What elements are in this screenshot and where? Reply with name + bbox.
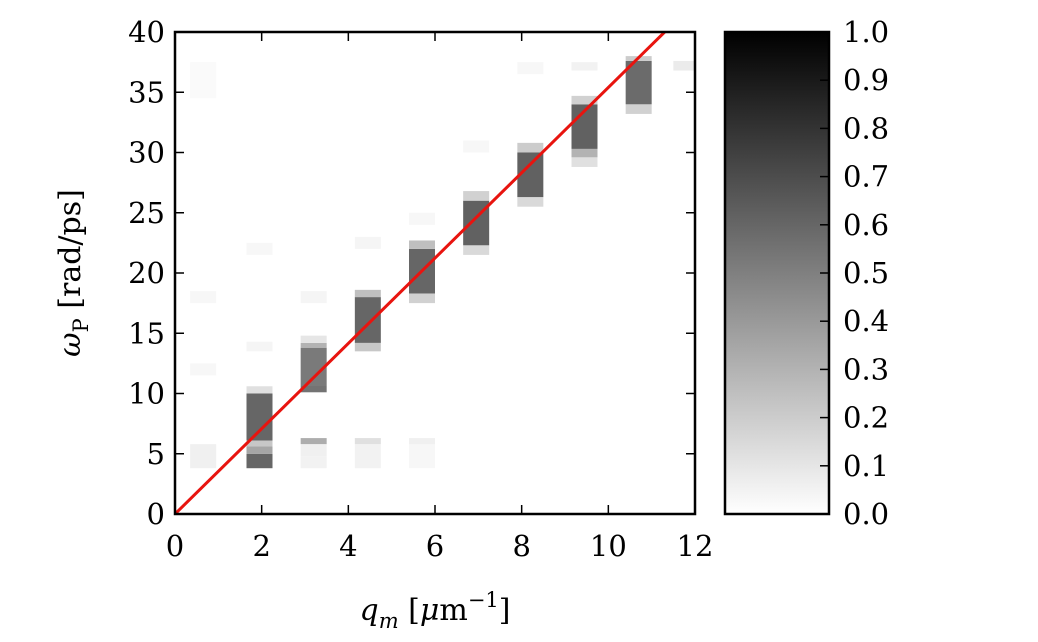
heatmap-cell [354,236,381,249]
heatmap-cells [190,56,695,469]
heatmap-cell [409,240,435,249]
x-tick-label: 4 [339,529,357,563]
heatmap-cell [571,95,598,105]
heatmap-cell [300,385,327,393]
y-tick-label: 15 [128,316,165,350]
x-axis-label-mu: μ [420,593,440,628]
heatmap-cell [571,157,598,167]
heatmap-cell [190,291,217,304]
y-tick-label: 5 [147,437,165,471]
y-axis-ticks: 0 5 10 15 20 25 30 35 40 [128,15,695,531]
colorbar-ticks: 0.0 0.1 0.2 0.3 0.4 0.5 0.6 0.7 0.8 0.9 1.0 [820,15,889,531]
x-tick-label: 0 [166,529,184,563]
colorbar-tick-label: 0.7 [843,160,889,194]
y-tick-label: 35 [128,75,165,109]
y-tick-label: 25 [128,196,165,230]
heatmap-cell [190,62,217,99]
x-axis-label-var: q [359,593,378,628]
fit-line [175,32,666,514]
heatmap-cell [190,363,217,376]
x-tick-label: 10 [590,529,627,563]
y-axis-label-sub: P [69,318,93,332]
heatmap-cell [300,335,327,343]
heatmap-cell [463,191,490,201]
heatmap-cell [190,444,217,469]
heatmap-cell [409,293,435,304]
heatmap-cell [246,386,273,394]
heatmap-cell [409,438,435,445]
heatmap-cell [625,104,652,114]
heatmap-cell [300,342,327,348]
y-tick-label: 30 [128,136,165,170]
x-axis-label: qm [μm−1] [359,588,510,633]
colorbar-tick-label: 0.2 [843,401,889,435]
x-axis-label-sub: m [379,609,399,633]
heatmap-cell [517,142,544,153]
x-tick-label: 12 [677,529,714,563]
heatmap-cell [354,289,381,298]
colorbar-tick-label: 0.6 [843,208,889,242]
colorbar-tick-label: 0.4 [843,304,889,338]
heatmap-cell [246,341,273,352]
x-axis-ticks: 0 2 4 6 8 10 12 [166,32,714,563]
y-tick-label: 10 [128,377,165,411]
heatmap-cell [354,438,381,445]
colorbar-tick-label: 0.8 [843,111,889,145]
colorbar-tick-label: 1.0 [843,15,889,49]
heatmap-cell [300,438,327,445]
heatmap-cell [246,446,273,454]
heatmap-cell [300,444,327,457]
heatmap-cell [463,140,490,153]
colorbar-tick-label: 0.3 [843,352,889,386]
y-axis-label: ωP [rad/ps] [53,189,93,357]
y-tick-label: 0 [147,497,165,531]
colorbar-tick-label: 0.9 [843,63,889,97]
heatmap-cell [409,212,435,225]
heatmap-cell [246,393,273,441]
heatmap-cell [517,197,544,207]
heatmap-cell [517,62,544,75]
x-tick-label: 8 [512,529,530,563]
heatmap-cell [300,291,327,304]
heatmap-cell [246,242,273,255]
heatmap-cell [300,456,327,469]
heatmap-cell [571,148,598,158]
x-axis-label-sup: −1 [468,588,499,612]
y-axis-label-unit: [rad/ps] [53,189,88,318]
x-tick-label: 2 [252,529,270,563]
heatmap-cell [571,62,598,71]
heatmap-cell [354,297,381,343]
heatmap-cell [354,444,381,469]
heatmap-cell [409,444,435,469]
y-tick-label: 40 [128,15,165,49]
y-tick-label: 20 [128,256,165,290]
x-axis-label-close: ] [499,593,511,628]
x-axis-label-unit: m [439,593,467,628]
colorbar-tick-label: 0.1 [843,449,889,483]
heatmap-cell [246,440,273,447]
x-axis-label-open: [ [399,593,420,628]
colorbar-tick-label: 0.0 [843,497,889,531]
heatmap-cell [246,453,273,469]
heatmap-cell [354,342,381,352]
heatmap-cell [673,60,695,71]
heatmap-cell [463,245,490,255]
x-tick-label: 6 [426,529,444,563]
colorbar-tick-label: 0.5 [843,256,889,290]
y-axis-label-var: ω [53,332,88,356]
colorbar [725,32,829,514]
